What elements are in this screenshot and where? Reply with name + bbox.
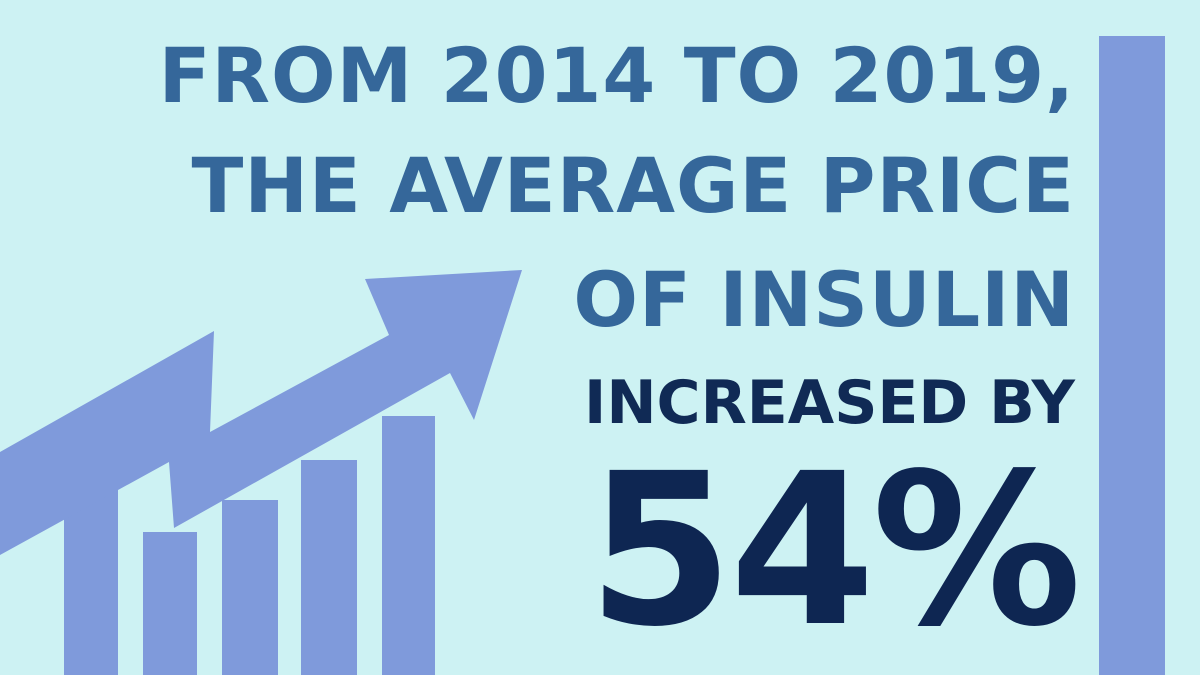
chart-bar-2	[143, 532, 197, 675]
chart-bar-3	[222, 500, 278, 675]
trend-arrow-icon	[0, 270, 522, 555]
chart-bar-5	[382, 416, 435, 675]
accent-bar	[1099, 36, 1165, 675]
headline-line-3: OF INSULIN	[573, 255, 1075, 344]
chart-bar-4	[301, 460, 357, 675]
chart-bar-1	[64, 486, 118, 675]
rising-chart-icon	[0, 270, 522, 675]
headline-line-1: FROM 2014 TO 2019,	[158, 31, 1075, 120]
percentage-stat: 54%	[587, 428, 1082, 673]
headline-line-2: THE AVERAGE PRICE	[191, 141, 1075, 230]
headline-line-4: INCREASED BY	[584, 368, 1075, 438]
